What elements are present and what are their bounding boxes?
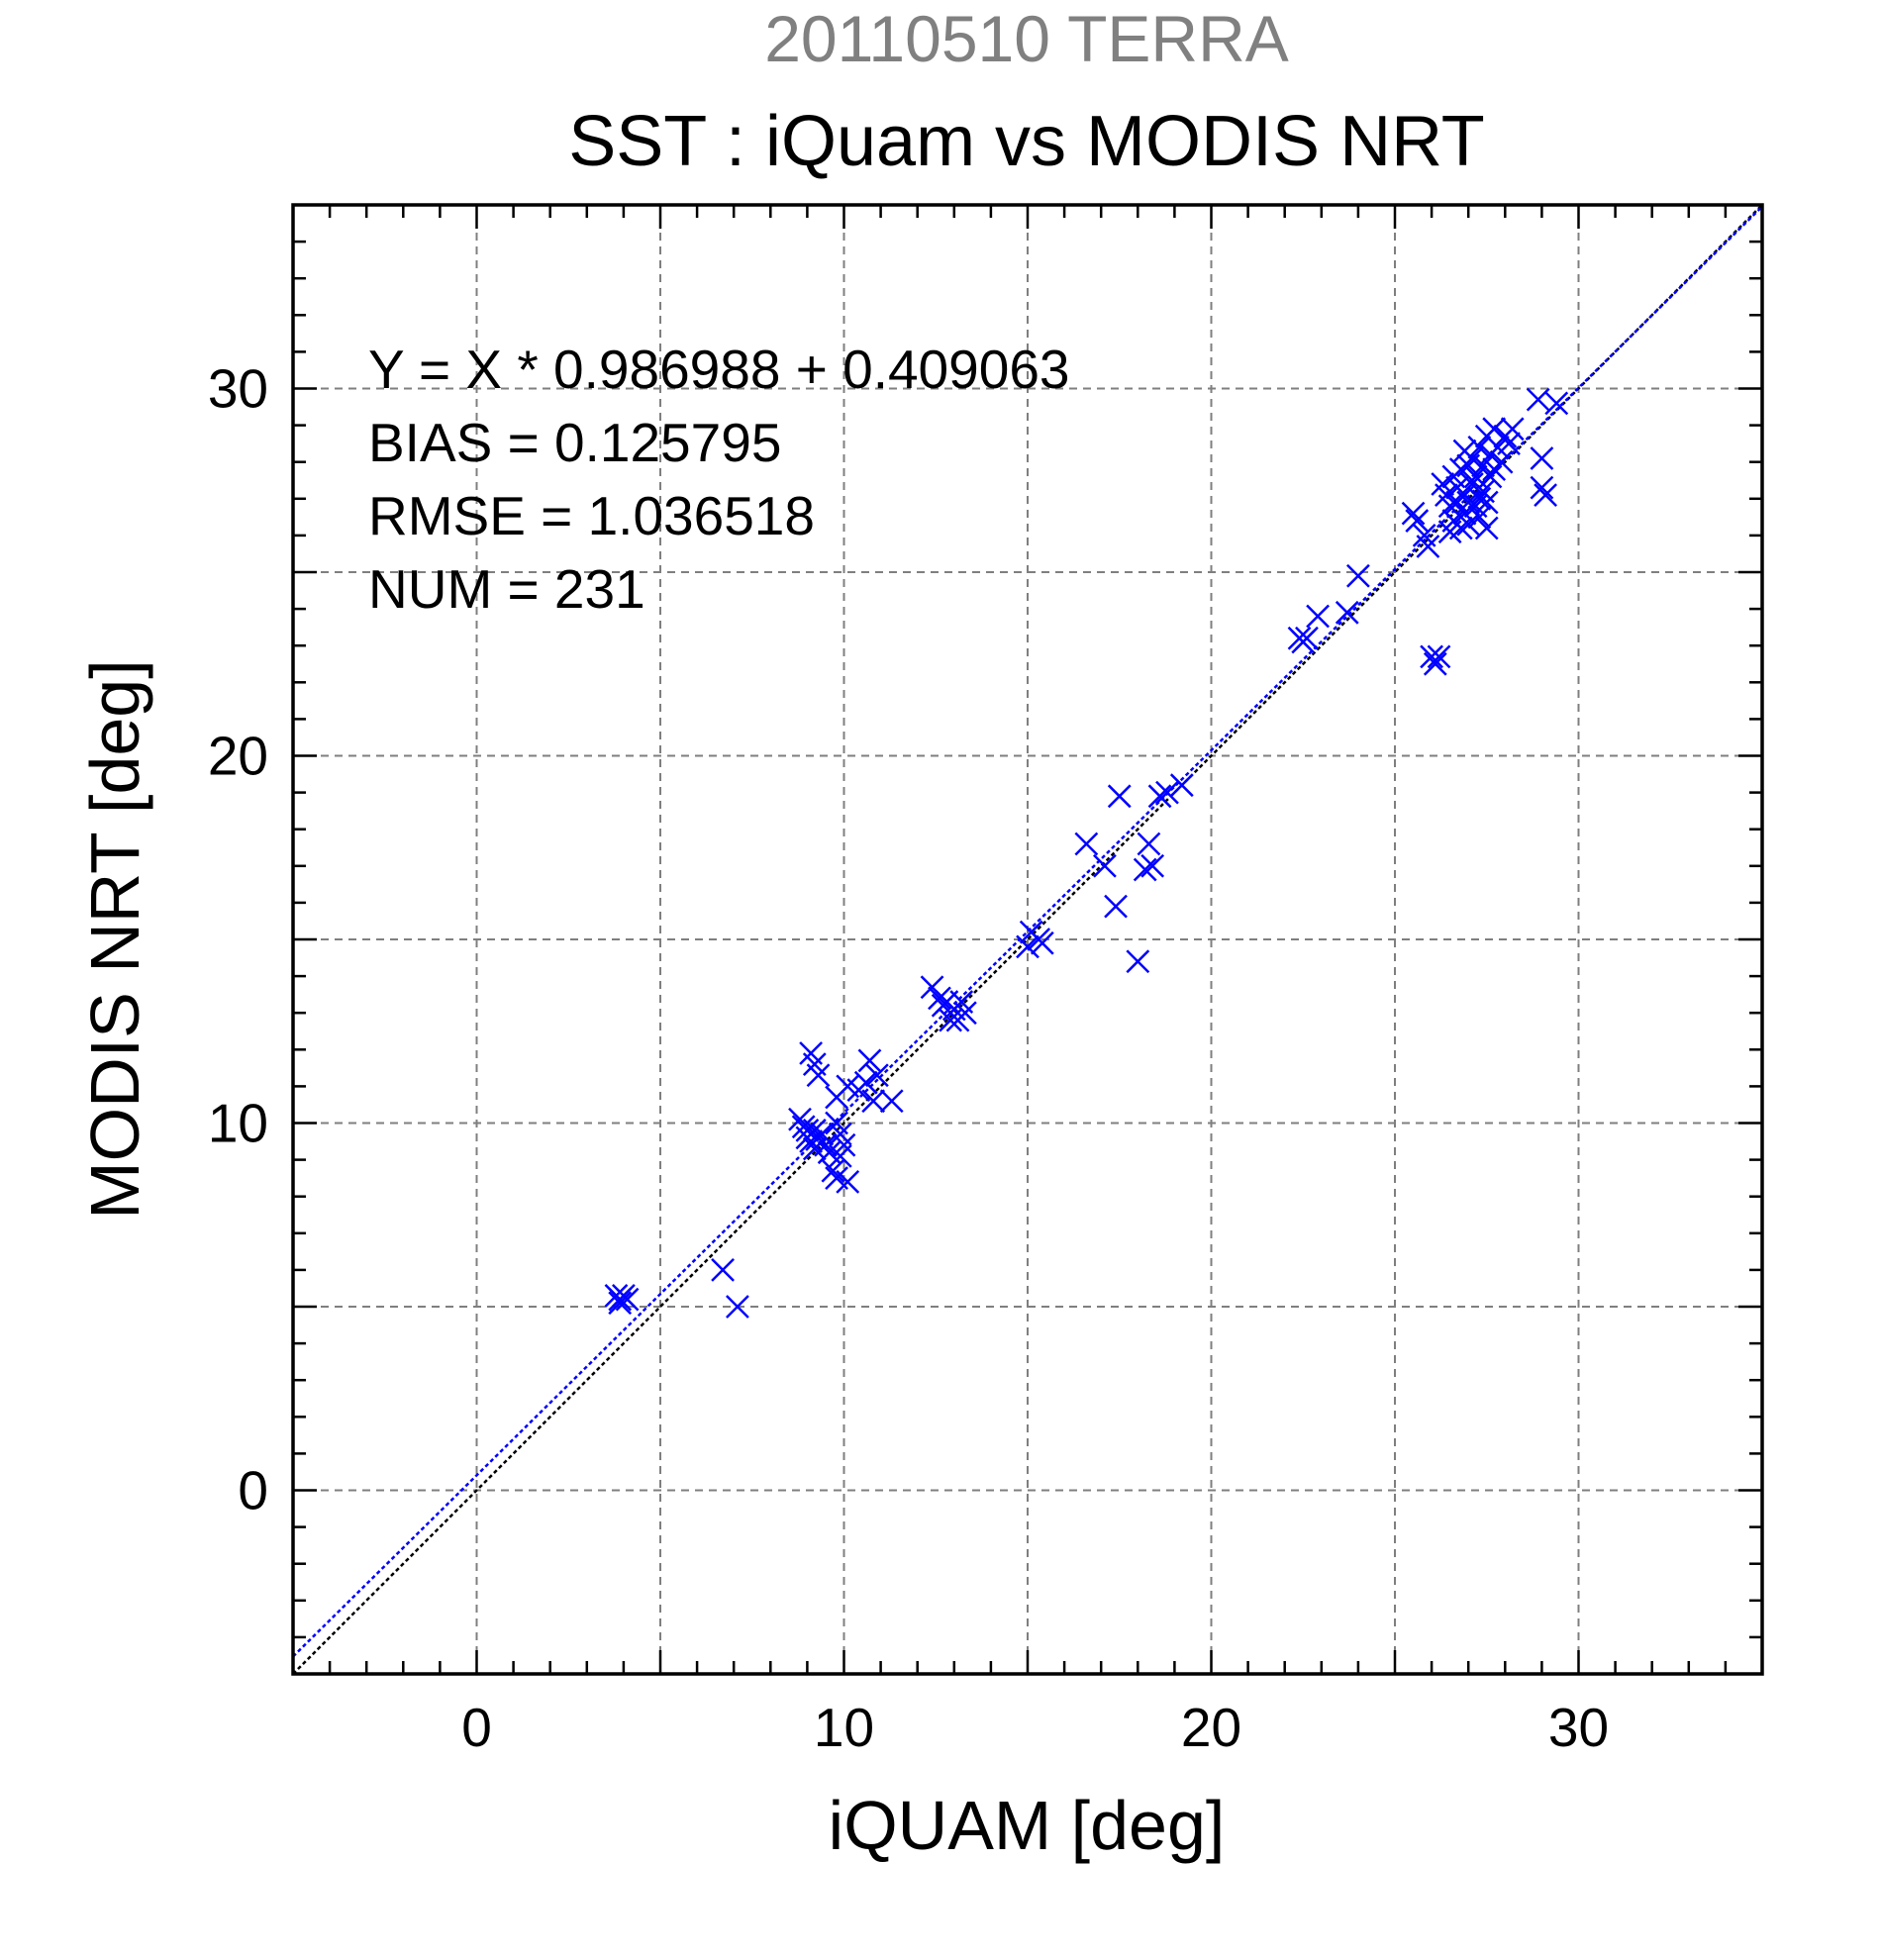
- y-tick-label: 10: [208, 1093, 268, 1154]
- data-point: [806, 1063, 831, 1088]
- data-point: [1526, 387, 1550, 412]
- stats-box: Y = X * 0.986988 + 0.409063 BIAS = 0.125…: [368, 339, 1070, 620]
- grid-lines: [293, 205, 1762, 1674]
- data-point: [1437, 494, 1462, 519]
- data-point: [1456, 512, 1481, 537]
- data-point: [1452, 439, 1477, 463]
- y-tick-label: 30: [208, 358, 268, 420]
- data-point: [1497, 432, 1521, 456]
- data-point: [1401, 501, 1426, 526]
- data-point: [1306, 604, 1330, 629]
- data-point: [1448, 516, 1473, 540]
- x-tick-label: 0: [461, 1697, 492, 1758]
- data-point: [865, 1063, 889, 1088]
- data-point: [1534, 483, 1557, 507]
- data-point: [1478, 464, 1503, 489]
- data-point: [1140, 853, 1165, 878]
- data-point: [1544, 391, 1569, 416]
- data-points: [604, 387, 1569, 1319]
- tick-labels: 0 10 20 30 0 10 20 30: [208, 358, 1609, 1759]
- data-point: [795, 1119, 820, 1142]
- x-tick-label: 20: [1181, 1697, 1241, 1758]
- data-point: [1147, 784, 1172, 809]
- data-point: [1074, 832, 1099, 856]
- data-point: [836, 1169, 860, 1194]
- data-point: [821, 1158, 845, 1183]
- data-point: [1295, 626, 1319, 650]
- data-point: [1530, 475, 1554, 500]
- data-point: [1416, 535, 1440, 558]
- data-point: [1335, 600, 1359, 625]
- data-point: [1467, 505, 1492, 530]
- y-axis-label: MODIS NRT [deg]: [76, 659, 153, 1219]
- data-point: [1346, 563, 1370, 588]
- data-point: [608, 1291, 633, 1316]
- stats-line-num: NUM = 231: [368, 558, 645, 620]
- data-point: [879, 1089, 904, 1114]
- chart-subtitle: 20110510 TERRA: [764, 2, 1289, 75]
- x-tick-label: 10: [814, 1697, 874, 1758]
- stats-line-bias: BIAS = 0.125795: [368, 412, 781, 473]
- data-point: [615, 1287, 640, 1312]
- data-point: [1107, 784, 1132, 809]
- data-point: [1133, 857, 1157, 882]
- y-tick-label: 20: [208, 726, 268, 787]
- data-point: [857, 1048, 882, 1073]
- x-axis-label: iQUAM [deg]: [829, 1787, 1226, 1864]
- data-point: [1467, 435, 1492, 459]
- data-point: [1460, 472, 1484, 496]
- x-tick-label: 30: [1548, 1697, 1609, 1758]
- data-point: [825, 1111, 848, 1135]
- data-point: [949, 990, 974, 1014]
- data-point: [1474, 516, 1499, 540]
- data-point: [711, 1258, 735, 1282]
- data-point: [1474, 490, 1499, 515]
- data-point: [1405, 509, 1430, 533]
- chart-title: SST : iQuam vs MODIS NRT: [568, 102, 1485, 181]
- data-point: [928, 986, 951, 1011]
- data-point: [1423, 651, 1447, 676]
- data-point: [726, 1295, 749, 1319]
- data-point: [1420, 644, 1443, 669]
- data-point: [1427, 644, 1451, 669]
- stats-line-rmse: RMSE = 1.036518: [368, 485, 815, 546]
- axis-ticks: [291, 203, 1764, 1676]
- data-point: [853, 1070, 878, 1095]
- stats-line-fit: Y = X * 0.986988 + 0.409063: [368, 339, 1070, 400]
- data-point: [1467, 486, 1492, 511]
- data-point: [802, 1119, 827, 1142]
- data-point: [1155, 780, 1179, 805]
- data-point: [1104, 894, 1128, 919]
- data-point: [1126, 949, 1150, 974]
- data-point: [1016, 934, 1040, 959]
- y-tick-label: 0: [238, 1460, 268, 1521]
- plot-frame: [291, 203, 1764, 1676]
- data-point: [1489, 449, 1514, 474]
- data-point: [1093, 853, 1117, 878]
- line-layer: [292, 204, 1763, 1675]
- fit-line: [292, 205, 1763, 1658]
- data-point: [1169, 773, 1194, 798]
- data-point: [1137, 832, 1161, 856]
- data-point: [1500, 417, 1525, 441]
- data-point: [802, 1136, 827, 1161]
- data-point: [1530, 446, 1554, 470]
- data-point: [861, 1089, 886, 1114]
- data-point: [1030, 931, 1054, 955]
- data-point: [788, 1107, 812, 1131]
